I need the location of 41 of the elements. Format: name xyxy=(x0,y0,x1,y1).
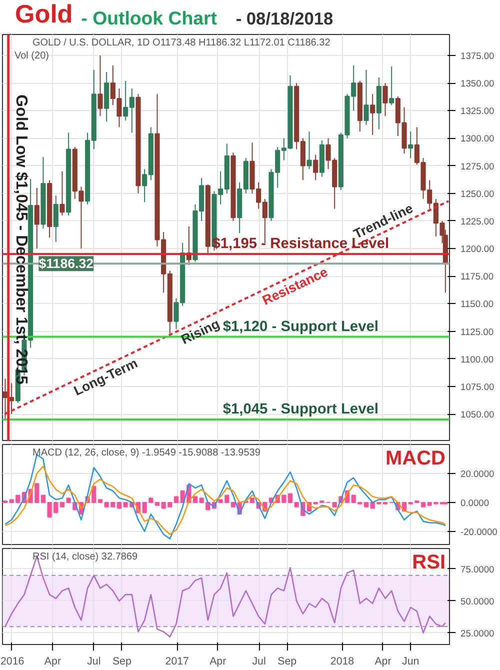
y-tick-label: 1225.00 xyxy=(460,216,494,226)
x-tick-label: 2016 xyxy=(0,656,24,668)
y-tick-label: 1100.00 xyxy=(460,354,494,364)
ref-line-label: Gold Low $1,045 - December 1st, 2015 xyxy=(12,94,30,385)
ref-line-label: $1186.32 xyxy=(38,256,94,272)
ref-line-label: $1,045 - Support Level xyxy=(222,402,378,418)
y-tick-label: 1250.00 xyxy=(460,188,494,199)
y-tick-label: 0.0000 xyxy=(460,498,490,508)
y-tick-label: 1125.00 xyxy=(460,326,494,337)
y-tick-label: 1175.00 xyxy=(460,272,494,282)
y-tick-label: 1150.00 xyxy=(460,299,494,310)
chart-title: Gold - Outlook Chart - 08/18/2018 xyxy=(15,0,334,28)
x-tick-label: Jul xyxy=(252,656,266,668)
y-tick-label: 1350.00 xyxy=(460,78,494,89)
x-tick-label: 2017 xyxy=(165,656,190,668)
y-tick-label: 75.0000 xyxy=(460,564,494,574)
ref-line-label: $1,120 - Support Level xyxy=(222,318,378,335)
y-tick-label: 1075.00 xyxy=(460,382,494,392)
x-tick-label: 2018 xyxy=(330,656,354,668)
y-tick-label: 1050.00 xyxy=(460,410,494,420)
chart-subtitle: GOLD / U.S. DOLLAR, 1D O1173.48 H1186.32 L1172.01 C1186.32 xyxy=(32,38,331,48)
y-tick-label: 25.0000 xyxy=(460,628,494,638)
x-tick-label: Jul xyxy=(87,656,101,668)
x-tick-label: Sep xyxy=(112,656,132,668)
y-tick-label: 1275.00 xyxy=(460,161,494,172)
annotation: Vol (20) xyxy=(14,50,49,62)
x-tick-label: Sep xyxy=(278,656,297,668)
y-tick-label: 1300.00 xyxy=(460,134,494,144)
y-tick-label: -20.0000 xyxy=(460,526,498,537)
y-tick-label: 1200.00 xyxy=(460,244,494,254)
x-tick-label: Apr xyxy=(210,656,227,668)
y-tick-label: 50.0000 xyxy=(460,596,494,606)
annotation: MACD (12, 26, close, 9) -1.9549 -15.9088 -13.9539 xyxy=(32,448,261,458)
y-tick-label: 20.0000 xyxy=(460,468,494,479)
y-tick-label: 1325.00 xyxy=(460,106,494,116)
chart-title: MACD xyxy=(386,448,446,470)
x-tick-label: Jun xyxy=(402,656,420,668)
x-tick-label: Apr xyxy=(374,656,392,668)
x-tick-label: Apr xyxy=(44,656,62,668)
y-tick-label: 1375.00 xyxy=(460,50,494,61)
chart-title: RSI xyxy=(412,552,446,574)
